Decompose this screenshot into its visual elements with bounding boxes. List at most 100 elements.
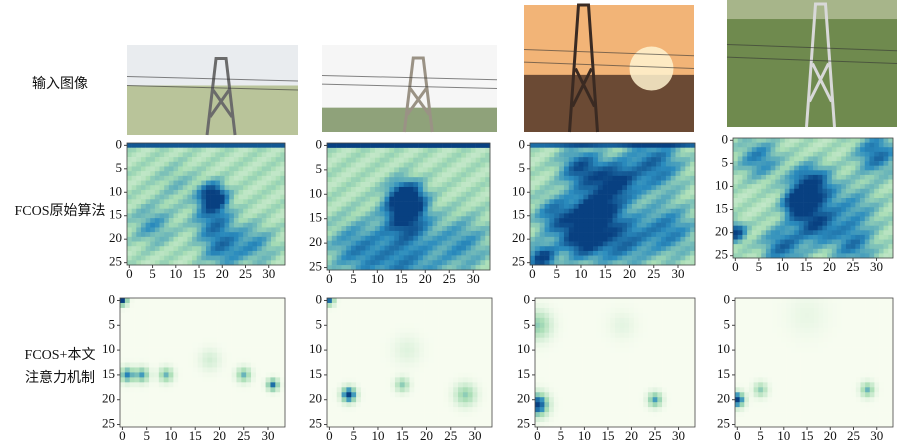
- heatmap-cell: [789, 142, 795, 148]
- heatmap-cell: [607, 255, 613, 261]
- heatmap-cell: [150, 199, 156, 205]
- heatmap-cell: [178, 161, 184, 167]
- heatmap-cell: [168, 175, 174, 181]
- heatmap-cell: [798, 253, 804, 259]
- heatmap-cell: [159, 250, 165, 256]
- heatmap-cell: [794, 225, 800, 231]
- heatmap-cell: [446, 196, 452, 202]
- heatmap-cell: [636, 250, 642, 256]
- heatmap-cell: [168, 204, 174, 209]
- heatmap-cell: [236, 382, 242, 388]
- heatmap-cell: [275, 260, 281, 266]
- heatmap-cell: [675, 222, 681, 228]
- heatmap-cell: [173, 152, 179, 158]
- heatmap-cell: [573, 227, 579, 233]
- heatmap-cell: [159, 199, 165, 205]
- heatmap-cell: [675, 250, 681, 256]
- heatmap-cell: [159, 260, 165, 266]
- heatmap-cell: [442, 157, 448, 163]
- heatmap-cell: [602, 255, 608, 261]
- heatmap-cell: [780, 193, 786, 199]
- heatmap-cell: [394, 255, 400, 261]
- heatmap-cell: [680, 152, 686, 158]
- heatmap-cell: [480, 147, 486, 154]
- heatmap-cell: [139, 312, 145, 319]
- heatmap-cell: [360, 332, 367, 338]
- heatmap-cell: [855, 142, 861, 148]
- heatmap-cell: [247, 213, 253, 219]
- heatmap-cell: [607, 236, 613, 242]
- heatmap-cell: [798, 202, 804, 208]
- heatmap-cell: [351, 342, 357, 348]
- heatmap-cell: [597, 246, 604, 252]
- x-tick-label: 30: [672, 266, 685, 281]
- heatmap-cell: [751, 151, 757, 157]
- heatmap-cell: [475, 152, 481, 158]
- heatmap-cell: [217, 382, 223, 388]
- heatmap-cell: [737, 138, 743, 143]
- heatmap-cell: [813, 179, 819, 185]
- heatmap-cell: [656, 227, 662, 233]
- heatmap-cell: [563, 152, 570, 158]
- heatmap-cell: [129, 412, 135, 418]
- heatmap-cell: [438, 342, 444, 348]
- heatmap-cell: [182, 236, 188, 242]
- heatmap-cell: [822, 244, 828, 250]
- heatmap-cell: [370, 245, 376, 251]
- heatmap-cell: [215, 147, 221, 153]
- heatmap-cell: [432, 235, 438, 241]
- y-tick-label: 15: [309, 210, 322, 225]
- heatmap-cell: [451, 186, 457, 193]
- heatmap-cell: [351, 302, 357, 309]
- heatmap-cell: [398, 235, 404, 241]
- heatmap-cell: [217, 422, 223, 428]
- heatmap-cell: [341, 317, 347, 324]
- heatmap-cell: [360, 260, 366, 266]
- heatmap-cell: [124, 312, 130, 319]
- heatmap-cell: [530, 161, 536, 167]
- heatmap-cell: [775, 198, 781, 203]
- heatmap-cell: [252, 204, 258, 209]
- heatmap-cell: [127, 194, 132, 200]
- x-tick-label: 20: [419, 271, 432, 286]
- heatmap-cell: [187, 236, 193, 242]
- heatmap-cell: [554, 199, 560, 205]
- heatmap-cell: [187, 312, 194, 319]
- heatmap-cell: [280, 246, 286, 252]
- heatmap-cell: [573, 255, 579, 261]
- heatmap-cell: [451, 240, 457, 246]
- heatmap-cell: [482, 347, 488, 353]
- heatmap-cell: [219, 204, 225, 209]
- heatmap-cell: [874, 156, 880, 162]
- heatmap-cell: [224, 180, 230, 186]
- heatmap-cell: [443, 332, 449, 338]
- heatmap-cell: [229, 152, 235, 158]
- heatmap-cell: [685, 241, 691, 247]
- y-tick-label: 25: [309, 259, 322, 274]
- heatmap-cell: [350, 167, 357, 173]
- heatmap-cell: [437, 196, 443, 202]
- heatmap-cell: [247, 246, 253, 252]
- heatmap-cell: [813, 221, 819, 226]
- heatmap-cell: [120, 322, 126, 329]
- heatmap-cell: [187, 218, 193, 224]
- heatmap-cell: [365, 240, 371, 246]
- heatmap-cell: [241, 362, 247, 368]
- heatmap-cell: [836, 156, 842, 162]
- heatmap-cell: [855, 221, 861, 226]
- heatmap-cell: [226, 412, 232, 418]
- heatmap-cell: [158, 392, 164, 398]
- heatmap-cell: [197, 377, 203, 383]
- heatmap-cell: [770, 225, 776, 231]
- heatmap-cell: [224, 143, 230, 148]
- heatmap-cell: [346, 152, 352, 158]
- heatmap-cell: [136, 161, 142, 167]
- heatmap-cell: [379, 255, 385, 261]
- heatmap-cell: [163, 392, 169, 398]
- heatmap-cell: [212, 302, 218, 309]
- heatmap-cell: [275, 298, 281, 304]
- heatmap-cell: [243, 218, 249, 224]
- heatmap-cell: [145, 147, 151, 153]
- heatmap-cell: [356, 342, 362, 348]
- heatmap-cell: [144, 298, 150, 304]
